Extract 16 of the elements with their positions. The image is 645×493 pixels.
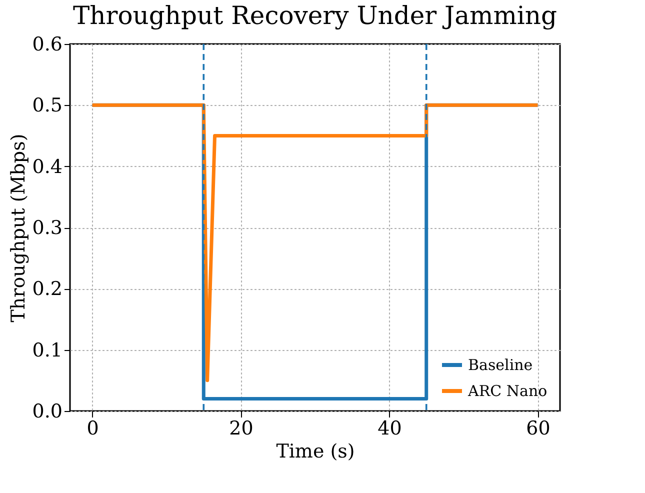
y-axis-title: Throughput (Mbps) [7,134,30,322]
y-tick-label: 0.5 [32,94,62,117]
legend-label: ARC Nano [467,382,548,400]
x-axis-title: Time (s) [276,440,355,462]
x-tick-label: 60 [526,418,550,440]
x-tick-label: 20 [229,418,254,440]
y-tick-label: 0.0 [32,400,62,422]
legend-label: Baseline [468,356,533,374]
x-tick-label: 40 [378,418,402,440]
chart-title: Throughput Recovery Under Jamming [73,1,557,30]
y-tick-label: 0.3 [32,217,62,239]
y-tick-label: 0.2 [32,278,62,300]
y-tick-label: 0.6 [32,34,62,56]
y-tick-label: 0.4 [32,156,62,178]
y-tick-label: 0.1 [32,339,62,362]
x-tick-label: 0 [86,418,99,440]
